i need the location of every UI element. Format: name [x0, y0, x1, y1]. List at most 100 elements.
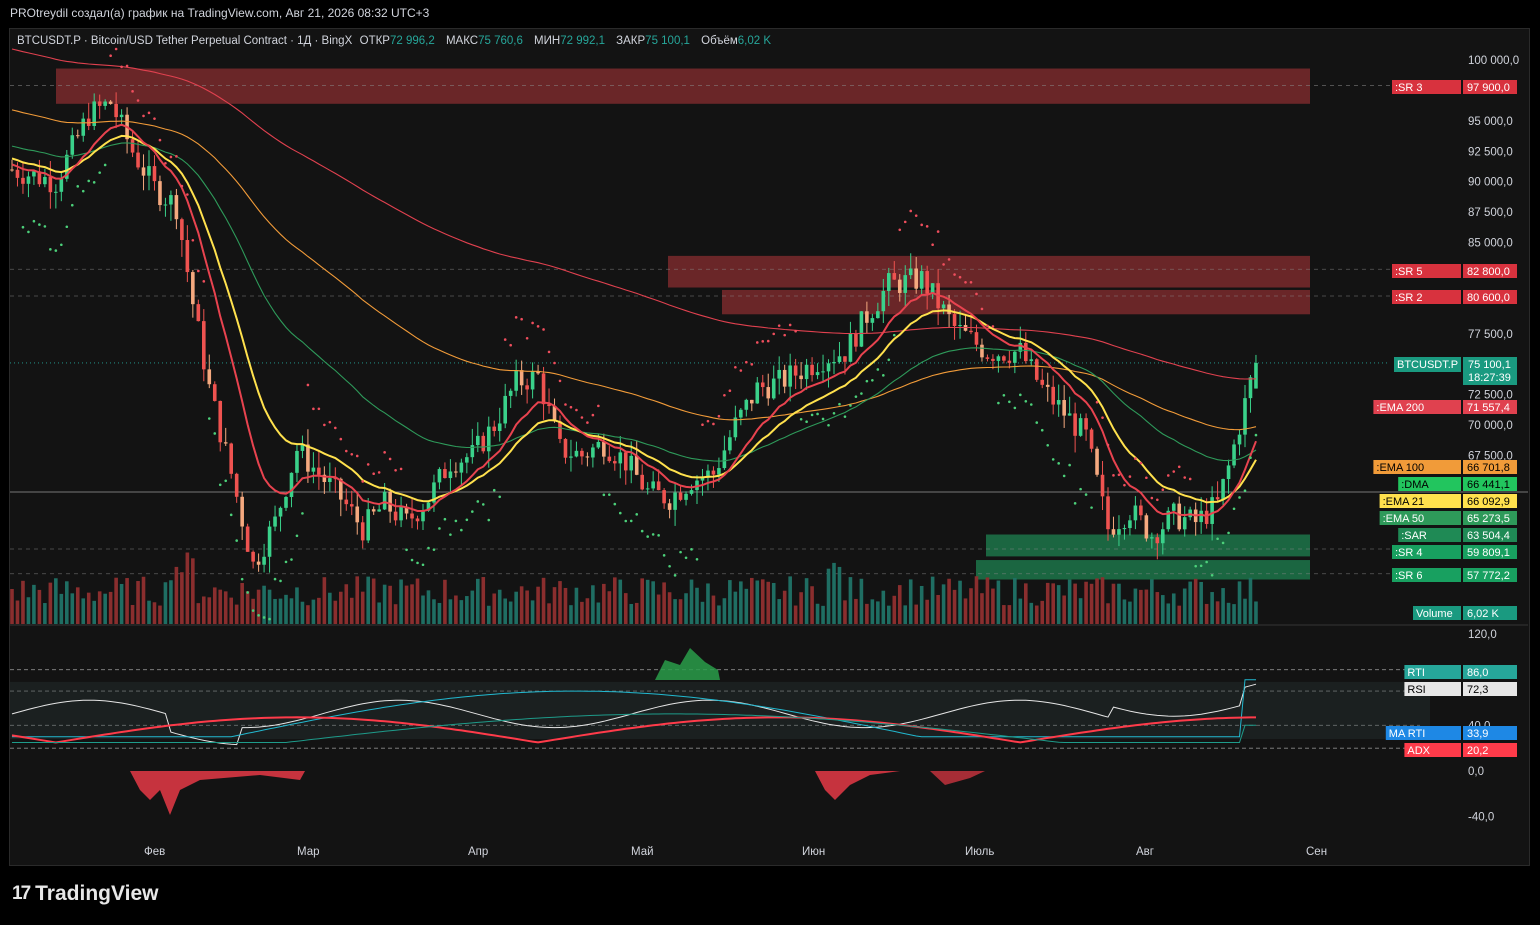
sar-dot — [635, 513, 639, 516]
sar-dot — [997, 401, 1000, 405]
sar-dot — [536, 325, 540, 328]
sar-dot — [49, 248, 52, 251]
candle-body — [530, 371, 535, 390]
level-name-text: :SR 3 — [1395, 82, 1423, 94]
sar-dot — [120, 65, 123, 69]
sar-dot — [854, 395, 858, 398]
volume-bar — [371, 578, 376, 624]
volume-bar — [744, 588, 749, 624]
sar-dot — [668, 564, 671, 568]
volume-bar — [908, 579, 913, 624]
candle-body — [158, 181, 162, 206]
sar-dot — [465, 518, 469, 522]
price-tick-label: 90 000,0 — [1468, 177, 1513, 189]
tradingview-brand[interactable]: 17 TradingView — [12, 882, 158, 906]
volume-bar — [295, 587, 299, 624]
volume-bar — [837, 566, 842, 624]
sar-dot — [843, 415, 847, 418]
sar-dot — [158, 138, 162, 142]
sar-dot — [438, 527, 441, 530]
candle-body — [371, 509, 376, 512]
sar-dot — [476, 500, 480, 503]
sar-dot — [739, 369, 743, 372]
level-name-text: :SAR — [1401, 530, 1427, 542]
sar-dot — [81, 189, 85, 193]
candle-body — [826, 363, 831, 372]
sar-dot — [328, 420, 332, 424]
candle-body — [859, 311, 864, 347]
candle-body — [54, 191, 58, 193]
volume-bar — [1155, 592, 1160, 624]
candle-body — [870, 318, 875, 323]
level-name-tag — [1392, 545, 1461, 559]
volume-bar — [722, 598, 727, 624]
low-label: МИН — [534, 35, 561, 47]
candle-body — [1166, 510, 1171, 530]
candle-body — [1062, 400, 1066, 416]
candle-body — [739, 409, 743, 418]
sar-dot — [591, 413, 595, 417]
sar-dot — [750, 363, 754, 366]
volume-bar — [1248, 577, 1253, 624]
volume-bar — [262, 585, 266, 624]
sar-dot — [542, 328, 545, 331]
candle-body — [443, 469, 447, 479]
month-label: Мар — [297, 846, 320, 858]
candle-body — [930, 283, 935, 294]
volume-bar — [21, 580, 25, 624]
volume-bar — [782, 590, 787, 624]
volume-bar — [174, 566, 179, 624]
candle-body — [980, 344, 984, 358]
oscillator-tick-label: 0,0 — [1468, 766, 1484, 778]
candle-body — [130, 139, 135, 153]
sar-dot — [235, 539, 238, 542]
sar-dot — [914, 214, 918, 217]
candle-body — [711, 470, 716, 475]
volume-bar — [914, 604, 918, 624]
volume-bar — [1210, 592, 1214, 624]
volume-bar — [1204, 603, 1209, 624]
candle-body — [508, 390, 513, 396]
volume-bar — [1078, 598, 1083, 624]
volume-bar — [1188, 581, 1192, 624]
candle-body — [700, 477, 705, 481]
level-name-text: MA RTI — [1389, 728, 1425, 740]
candle-body — [300, 444, 305, 451]
volume-bar — [854, 598, 858, 624]
sar-dot — [443, 517, 447, 521]
sar-dot — [421, 563, 425, 567]
volume-bar — [92, 600, 96, 624]
candle-body — [251, 551, 255, 562]
volume-bar — [1034, 605, 1039, 624]
candle-body — [985, 357, 990, 359]
candle-body — [569, 456, 573, 458]
sar-dot — [1046, 443, 1050, 447]
candle-body — [26, 176, 31, 184]
candle-body — [1122, 528, 1127, 530]
sar-dot — [794, 329, 797, 333]
candle-body — [848, 333, 853, 362]
volume-bar — [629, 603, 634, 624]
volume-bar — [191, 558, 195, 624]
sar-dot — [383, 451, 386, 454]
volume-bar — [525, 590, 529, 624]
tradingview-logo-icon: 17 — [12, 883, 31, 904]
candle-body — [180, 219, 184, 241]
sar-dot — [487, 518, 491, 522]
sar-dot — [317, 407, 321, 411]
sar-dot — [690, 548, 693, 551]
sar-dot — [657, 534, 660, 537]
candle-body — [1248, 377, 1253, 399]
volume-bar — [322, 577, 327, 624]
sar-dot — [520, 317, 523, 321]
volume-bar — [147, 600, 151, 624]
sar-dot — [640, 529, 644, 533]
candle-body — [881, 290, 886, 312]
sar-dot — [695, 557, 699, 561]
symbol-title[interactable]: BTCUSDT.P · Bitcoin/USD Tether Perpetual… — [17, 35, 353, 47]
volume-bar — [815, 603, 820, 624]
candle-body — [212, 384, 217, 401]
candle-body — [1177, 503, 1182, 530]
level-name-text: :EMA 100 — [1376, 462, 1424, 474]
